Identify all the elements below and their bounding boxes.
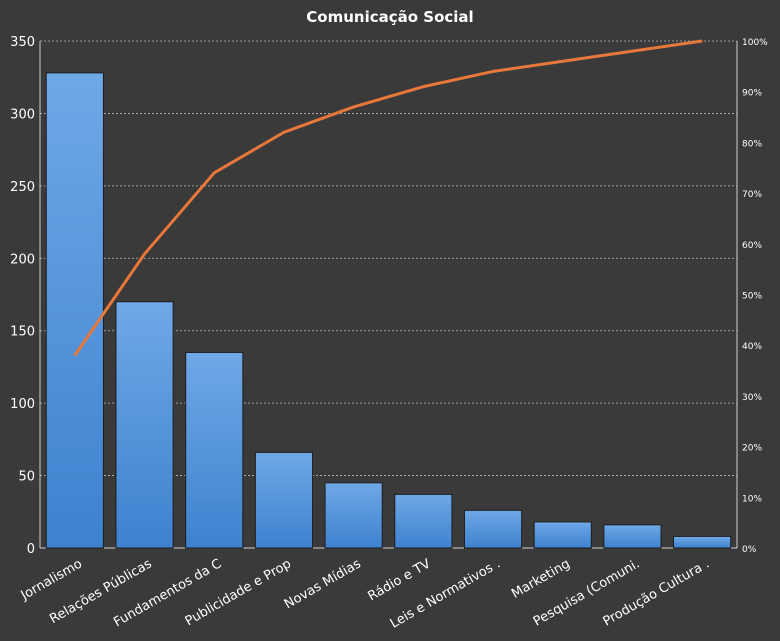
y-tick-label: 350 — [10, 35, 35, 50]
y-tick-label: 150 — [10, 325, 35, 340]
chart-title: Comunicação Social — [306, 8, 474, 26]
y-tick-label: 50 — [18, 470, 35, 485]
bar — [603, 524, 662, 549]
x-tick-label: Jornalismo — [18, 556, 85, 603]
y-tick-label: 300 — [10, 107, 35, 122]
y2-tick-label: 80% — [742, 139, 762, 149]
y2-tick-label: 50% — [742, 292, 762, 302]
bar — [463, 509, 523, 549]
bar — [394, 493, 453, 549]
cumulative-point — [492, 70, 494, 72]
y2-tick-label: 70% — [742, 190, 762, 200]
y2-tick-label: 10% — [742, 494, 762, 504]
cumulative-point — [283, 131, 285, 133]
cumulative-point — [144, 253, 146, 255]
bar — [115, 301, 174, 549]
y2-tick-label: 60% — [742, 241, 762, 251]
y-tick-label: 0 — [27, 542, 35, 557]
y2-tick-label: 100% — [742, 38, 768, 48]
y2-tick-label: 30% — [742, 393, 762, 403]
cumulative-point — [631, 50, 633, 52]
x-tick-label: Novas Mídias — [282, 556, 364, 612]
x-tick-label: Marketing — [509, 556, 573, 601]
bar — [533, 521, 592, 549]
y2-tick-label: 40% — [742, 342, 762, 352]
cumulative-point — [562, 60, 564, 62]
y2-tick-label: 20% — [742, 444, 762, 454]
cumulative-point — [74, 354, 76, 356]
bar — [45, 72, 104, 549]
bar — [673, 535, 732, 549]
cumulative-point — [701, 40, 703, 42]
cumulative-line — [73, 39, 703, 357]
y-tick-label: 250 — [10, 180, 35, 195]
y2-tick-label: 90% — [742, 89, 762, 99]
y-tick-label: 200 — [10, 252, 35, 267]
y2-tick-label: 0% — [742, 545, 757, 555]
y-tick-label: 100 — [10, 397, 35, 412]
cumulative-point — [213, 172, 215, 174]
bar — [185, 351, 244, 549]
cumulative-point — [422, 86, 424, 88]
cumulative-point — [353, 106, 355, 108]
bar — [254, 451, 314, 549]
bar — [324, 482, 383, 549]
